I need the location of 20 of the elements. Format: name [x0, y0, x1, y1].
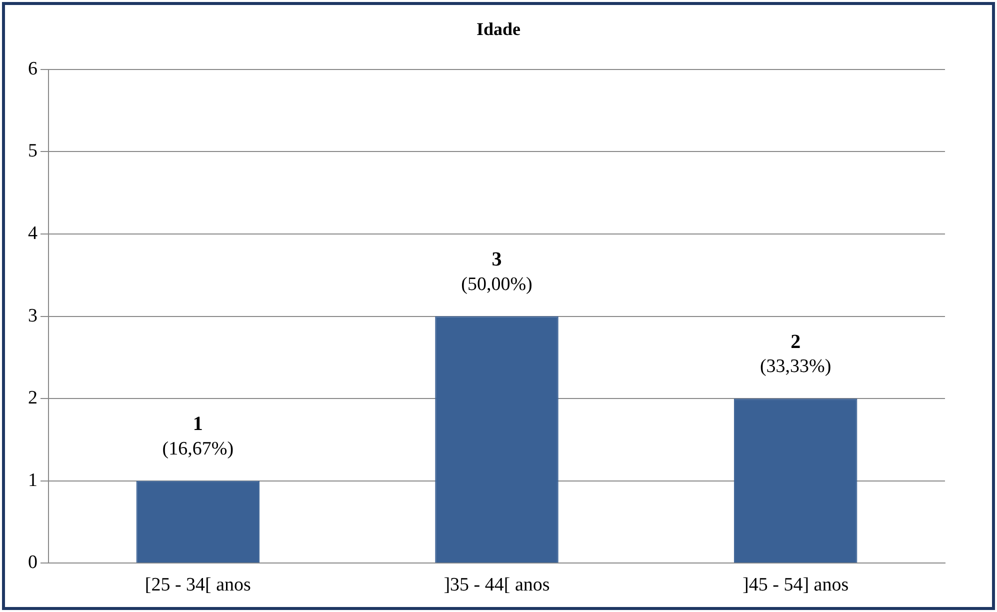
annotation: (50,00%) [461, 274, 532, 295]
annotation: (16,67%) [162, 438, 234, 460]
x-tick-label: [25 - 34[ anos [144, 574, 251, 596]
y-tick-label: 3 [28, 305, 38, 326]
data-label: 2 [790, 330, 801, 353]
bar [435, 316, 558, 563]
data-label: 1 [192, 413, 203, 436]
y-tick-label: 5 [28, 140, 38, 162]
annotation: (33,33%) [760, 356, 832, 378]
x-tick-label: ]45 - 54] anos [742, 574, 849, 596]
y-tick-label: 2 [28, 388, 38, 409]
bar [734, 398, 858, 563]
bar [136, 480, 260, 563]
y-tick-label: 1 [28, 470, 38, 491]
x-tick-label: ]35 - 44[ anos [444, 574, 550, 596]
y-tick-label: 4 [28, 222, 38, 244]
y-tick-label: 6 [28, 58, 38, 80]
data-label: 3 [492, 248, 502, 270]
chart-title: Idade [475, 19, 522, 40]
y-tick-label: 0 [28, 552, 38, 574]
